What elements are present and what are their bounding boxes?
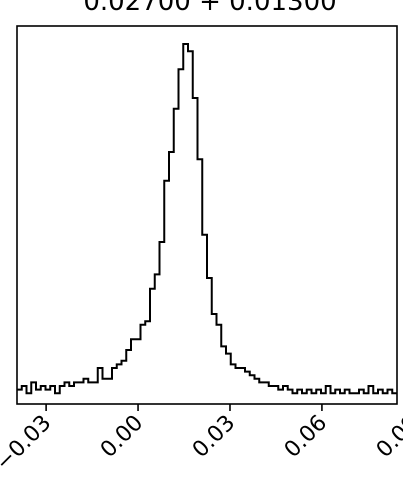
x-tick-label: −0.03 [0,411,56,476]
axes-frame [16,25,398,405]
x-tick-label: 0.00 [96,411,148,463]
chart-title: 0.02700 + 0.01300 [83,0,336,17]
x-axis-ticks: −0.03 0.00 0.03 0.06 0.09 [0,404,403,476]
plot-area [17,43,397,395]
x-tick-label: 0.06 [280,411,332,463]
x-tick-label: 0.03 [188,411,240,463]
x-tick-label: 0.09 [372,411,403,463]
histogram-step-line [17,43,397,395]
